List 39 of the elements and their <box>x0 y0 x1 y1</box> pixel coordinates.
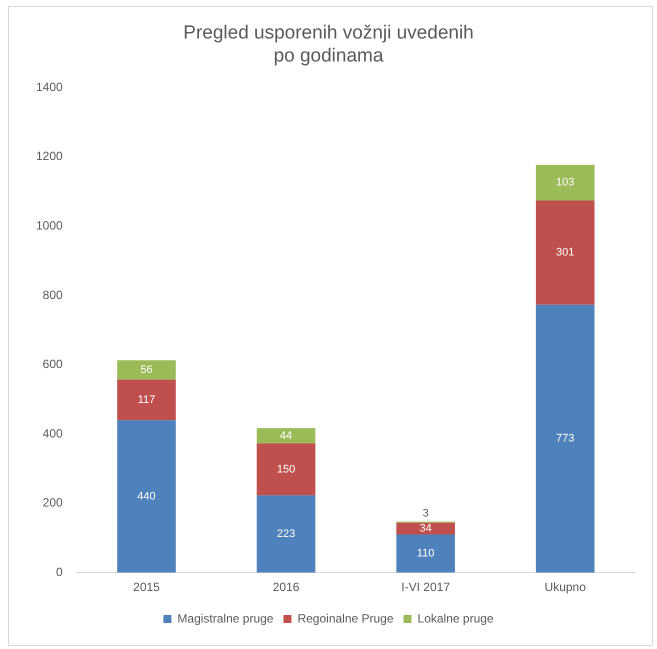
x-tick-label: 2015 <box>133 580 160 594</box>
y-tick-label: 1200 <box>36 149 64 164</box>
data-label: 440 <box>137 490 156 502</box>
data-label: 44 <box>280 430 292 442</box>
bar <box>256 495 316 573</box>
bar <box>117 420 176 573</box>
bar <box>117 360 176 380</box>
data-label: 223 <box>276 528 296 540</box>
bar <box>536 200 595 305</box>
y-tick-label: 0 <box>56 564 64 579</box>
bar <box>536 164 595 201</box>
data-label: 773 <box>556 432 574 445</box>
bar <box>256 443 316 496</box>
data-label: 150 <box>276 463 296 476</box>
y-tick-label: 800 <box>42 288 64 302</box>
x-tick-label: 2016 <box>272 580 300 594</box>
data-label: 110 <box>416 548 434 560</box>
y-tick-label: 600 <box>42 357 64 372</box>
bar <box>396 522 455 534</box>
data-label: 34 <box>420 522 432 535</box>
chart-title: Pregled usporenih vožnji uvedenih po godinama <box>183 22 474 66</box>
data-label: 56 <box>140 364 153 376</box>
y-tick-label: 200 <box>42 496 64 510</box>
bar <box>536 304 595 573</box>
y-tick-label: 1400 <box>36 80 64 94</box>
y-tick-label: 1000 <box>36 218 64 232</box>
bar <box>256 428 316 444</box>
y-tick-label: 400 <box>42 426 64 440</box>
x-tick-label: Ukupno <box>544 580 586 594</box>
legend-label: Regoinalne Pruge <box>297 611 394 626</box>
x-tick-label: I-VI 2017 <box>401 580 450 594</box>
legend-label: Magistralne pruge <box>177 611 274 626</box>
bar <box>117 380 176 420</box>
data-label: 103 <box>556 176 574 189</box>
legend-label: Lokalne pruge <box>418 611 494 626</box>
bar <box>396 534 455 573</box>
data-label: 3 <box>422 508 429 520</box>
data-label: 117 <box>138 394 156 406</box>
data-label: 301 <box>556 246 574 259</box>
